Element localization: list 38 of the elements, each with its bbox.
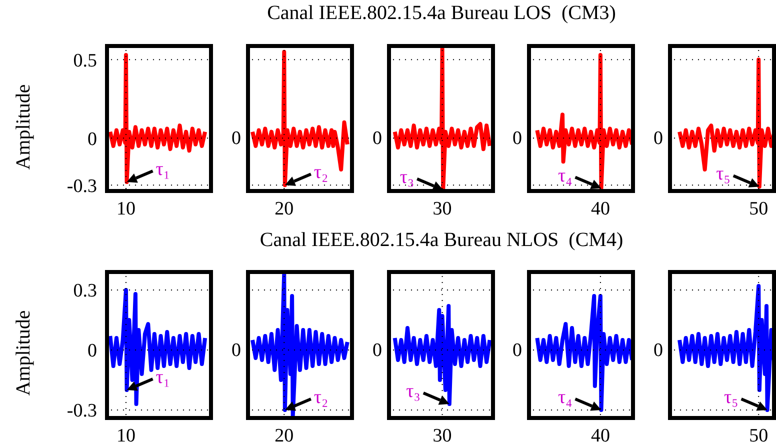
x-tick-label: 20 [274, 198, 294, 220]
annotation: τ₂ [314, 162, 328, 184]
annotation: τ₂ [314, 387, 328, 408]
annotation: 0 [654, 340, 663, 361]
annotation: 0 [372, 128, 382, 150]
annotation: 0 [512, 128, 522, 150]
x-tick-label: 50 [749, 425, 768, 446]
chart-title: Canal IEEE.802.15.4a Bureau NLOS (CM4) [258, 229, 624, 252]
x-tick-label: 10 [116, 198, 136, 220]
annotation: 0 [232, 128, 241, 150]
y-tick-label: -0.3 [66, 176, 97, 197]
annotation: τ₃ [400, 166, 414, 188]
x-tick-label: 30 [432, 425, 452, 446]
annotation: τ₁ [156, 159, 170, 180]
x-tick-label: 10 [116, 425, 136, 446]
annotation: τ₅ [724, 387, 738, 408]
annotation: 0 [232, 340, 241, 361]
y-tick-label: 0.3 [73, 280, 97, 302]
x-tick-label: 40 [590, 425, 610, 446]
x-tick-label: 20 [274, 425, 294, 446]
annotation: τ₅ [716, 164, 730, 185]
y-axis-title: Amplitude [12, 310, 36, 396]
y-tick-label: 0 [88, 128, 97, 150]
y-tick-label: -0.3 [66, 400, 97, 422]
x-tick-label: 30 [432, 198, 452, 220]
annotation: τ₄ [558, 165, 572, 186]
annotation: 0 [372, 340, 382, 361]
annotation: τ₁ [156, 367, 170, 388]
y-axis-title: Amplitude [12, 84, 36, 170]
y-tick-label: 0 [88, 340, 97, 362]
annotation: τ₄ [558, 387, 572, 408]
annotation: τ₃ [406, 381, 420, 402]
x-tick-label: 40 [590, 198, 610, 220]
annotation: 0 [654, 128, 663, 150]
chart-title: Canal IEEE.802.15.4a Bureau LOS (CM3) [266, 2, 617, 25]
annotation: 0 [512, 340, 522, 361]
x-tick-label: 50 [749, 198, 768, 220]
y-tick-label: 0.5 [73, 50, 97, 72]
